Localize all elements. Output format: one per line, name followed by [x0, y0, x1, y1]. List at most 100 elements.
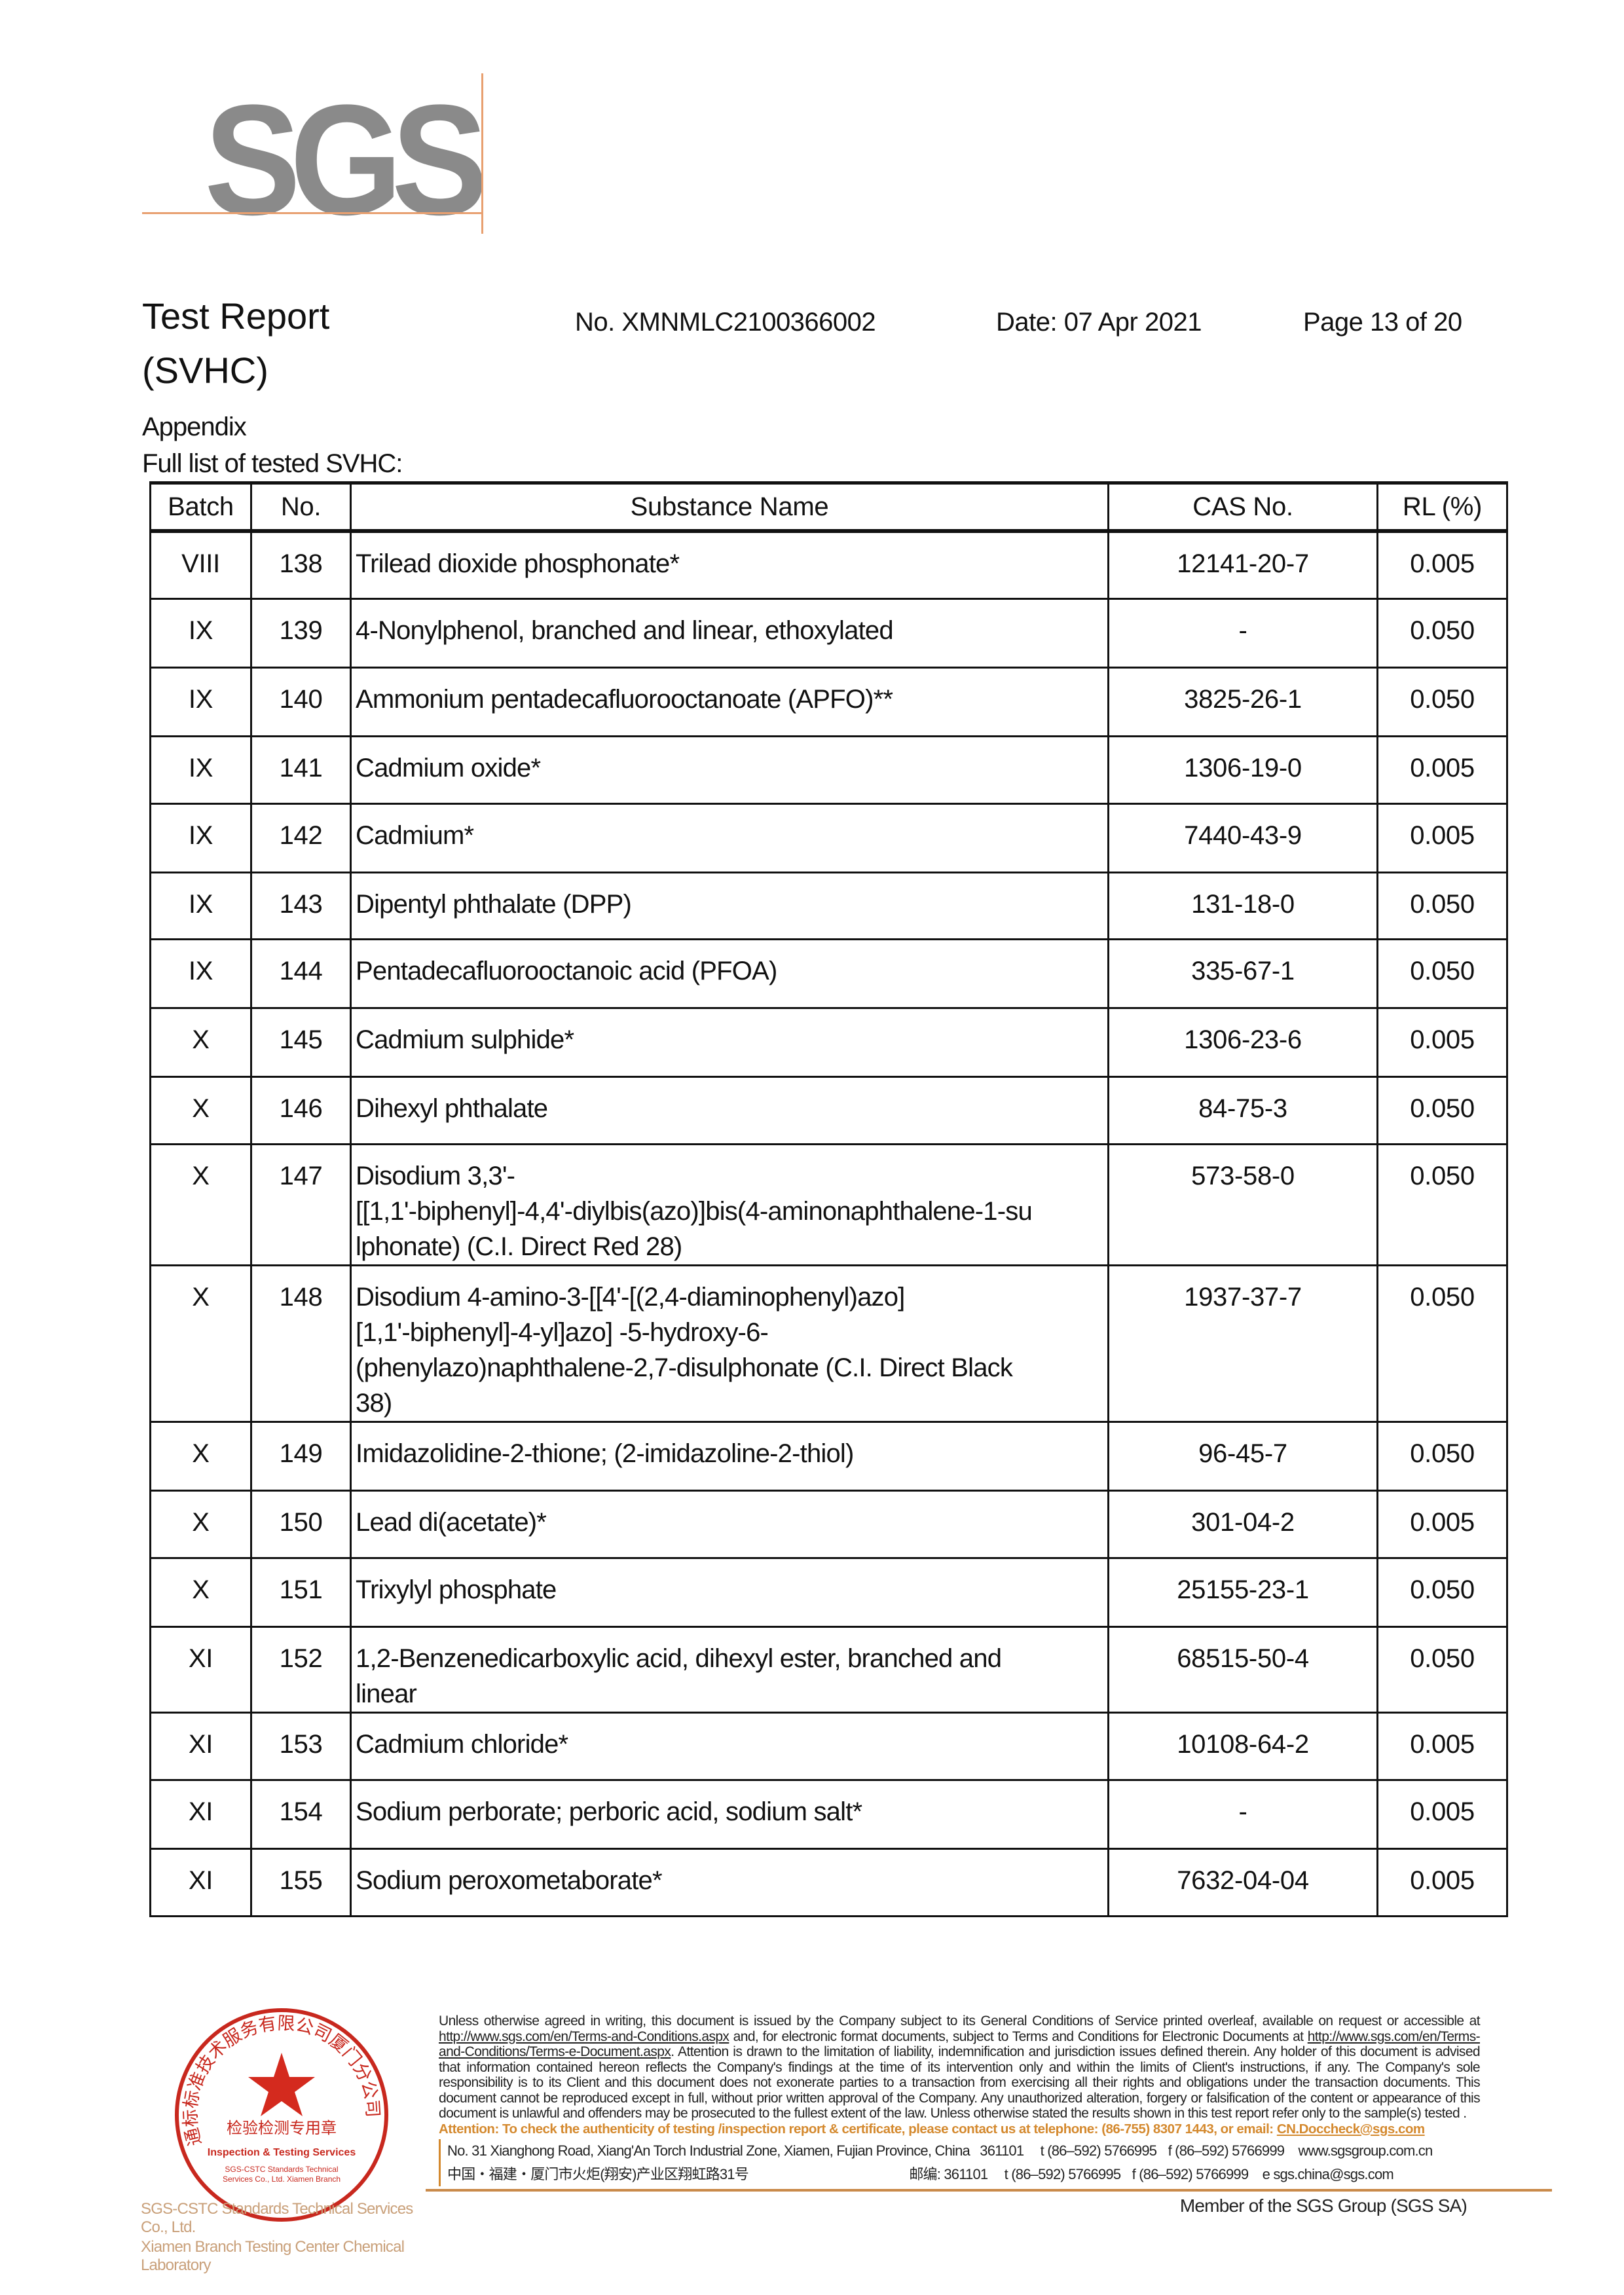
cas-no-cell: 3825-26-1	[1107, 666, 1378, 737]
cas-no-cell: 1937-37-7	[1107, 1264, 1378, 1423]
stamp-center-cn: 检验检测专用章	[227, 2119, 337, 2137]
footer-divider	[426, 2189, 1552, 2192]
table-row: X 150 Lead di(acetate)* 301-04-2 0.005	[149, 1489, 1508, 1559]
batch-cell: X	[149, 1006, 252, 1078]
table-row: IX 144 Pentadecafluorooctanoic acid (PFOA)…	[149, 938, 1508, 1009]
no-cell: 139	[250, 597, 352, 669]
no-cell: 147	[250, 1143, 352, 1266]
rl-cell: 0.050	[1376, 597, 1508, 669]
postcode-cn: 邮编: 361101	[909, 2166, 988, 2182]
batch-cell: IX	[149, 871, 252, 940]
cas-no-cell: 1306-19-0	[1107, 735, 1378, 805]
sgs-logo-text: SGS	[204, 72, 488, 248]
header-substance-name: Substance Name	[350, 481, 1109, 533]
address-cn: 中国・福建・厦门市火炬(翔安)产业区翔虹路31号	[447, 2166, 749, 2182]
batch-cell: XI	[149, 1778, 252, 1850]
rl-cell: 0.050	[1376, 1420, 1508, 1492]
substance-name-cell: Lead di(acetate)*	[350, 1489, 1109, 1559]
sgs-logo: SGS	[142, 73, 488, 238]
substance-name-cell: Cadmium oxide*	[350, 735, 1109, 805]
list-heading: Full list of tested SVHC:	[142, 449, 403, 478]
no-cell: 152	[250, 1625, 352, 1714]
report-title: Test Report	[142, 295, 330, 337]
substance-name-cell: 1,2-Benzenedicarboxylic acid, dihexyl es…	[350, 1625, 1109, 1714]
batch-cell: X	[149, 1556, 252, 1628]
authenticity-notice: Attention: To check the authenticity of …	[439, 2121, 1480, 2137]
rl-cell: 0.005	[1376, 1847, 1508, 1917]
table-row: X 146 Dihexyl phthalate 84-75-3 0.050	[149, 1075, 1508, 1145]
rl-cell: 0.005	[1376, 735, 1508, 805]
cas-no-cell: 68515-50-4	[1107, 1625, 1378, 1714]
no-cell: 145	[250, 1006, 352, 1078]
substance-name-cell: Disodium 3,3'- [[1,1'-biphenyl]-4,4'-diy…	[350, 1143, 1109, 1266]
rl-cell: 0.005	[1376, 802, 1508, 873]
rl-cell: 0.050	[1376, 1556, 1508, 1628]
report-number: No. XMNMLC2100366002	[575, 308, 876, 337]
no-cell: 140	[250, 666, 352, 737]
doccheck-email-link[interactable]: CN.Doccheck@sgs.com	[1276, 2121, 1425, 2137]
substance-name-cell: Cadmium sulphide*	[350, 1006, 1109, 1078]
header-batch: Batch	[149, 481, 252, 533]
member-of-sgs-group: Member of the SGS Group (SGS SA)	[1179, 2195, 1467, 2216]
no-cell: 142	[250, 802, 352, 873]
no-cell: 149	[250, 1420, 352, 1492]
website: www.sgsgroup.com.cn	[1298, 2142, 1433, 2159]
attention-text: Attention: To check the authenticity of …	[439, 2121, 1277, 2137]
footer-disclaimer: Unless otherwise agreed in writing, this…	[439, 2013, 1481, 2121]
batch-cell: X	[149, 1075, 252, 1145]
cas-no-cell: -	[1107, 1778, 1378, 1850]
batch-cell: X	[149, 1489, 252, 1559]
email: e sgs.china@sgs.com	[1262, 2166, 1394, 2182]
substance-name-cell: Sodium peroxometaborate*	[350, 1847, 1109, 1917]
batch-cell: X	[149, 1264, 252, 1423]
no-cell: 155	[250, 1847, 352, 1917]
address-line-cn: 中国・福建・厦门市火炬(翔安)产业区翔虹路31号 邮编: 361101 t (8…	[439, 2163, 1480, 2186]
substance-name-cell: Ammonium pentadecafluorooctanoate (APFO)…	[350, 666, 1109, 737]
no-cell: 148	[250, 1264, 352, 1423]
rl-cell: 0.050	[1376, 1075, 1508, 1145]
rl-cell: 0.050	[1376, 938, 1508, 1009]
no-cell: 143	[250, 871, 352, 940]
substance-name-cell: 4-Nonylphenol, branched and linear, etho…	[350, 597, 1109, 669]
substance-name-cell: Dipentyl phthalate (DPP)	[350, 871, 1109, 940]
cas-no-cell: 335-67-1	[1107, 938, 1378, 1009]
logo-rule-vertical	[481, 73, 483, 234]
header-cas-no: CAS No.	[1107, 481, 1378, 533]
e-document-terms-link[interactable]: http://www.sgs.com/en/Terms-and-Conditio…	[439, 2029, 1481, 2060]
address-en: No. 31 Xianghong Road, Xiang'An Torch In…	[447, 2142, 970, 2159]
rl-cell: 0.005	[1376, 1006, 1508, 1078]
page-number: Page 13 of 20	[1303, 308, 1462, 337]
stamp-center-en: Inspection & Testing Services	[207, 2147, 356, 2158]
cas-no-cell: 25155-23-1	[1107, 1556, 1378, 1628]
table-row: IX 142 Cadmium* 7440-43-9 0.005	[149, 802, 1508, 873]
table-row: XI 154 Sodium perborate; perboric acid, so…	[149, 1778, 1508, 1850]
rl-cell: 0.005	[1376, 1778, 1508, 1850]
disclaimer-part: and, for electronic format documents, su…	[729, 2029, 1308, 2044]
table-row: IX 139 4-Nonylphenol, branched and linear,…	[149, 597, 1508, 669]
no-cell: 153	[250, 1711, 352, 1781]
rl-cell: 0.050	[1376, 1143, 1508, 1266]
star-icon	[248, 2053, 315, 2116]
table-row: VIII 138 Trilead dioxide phosphonate* 12141…	[149, 530, 1508, 600]
no-cell: 146	[250, 1075, 352, 1145]
rl-cell: 0.050	[1376, 1625, 1508, 1714]
address-line-en: No. 31 Xianghong Road, Xiang'An Torch In…	[439, 2139, 1480, 2163]
no-cell: 150	[250, 1489, 352, 1559]
batch-cell: XI	[149, 1625, 252, 1714]
substance-name-cell: Trilead dioxide phosphonate*	[350, 530, 1109, 600]
cas-no-cell: 7632-04-04	[1107, 1847, 1378, 1917]
stamp-seal-icon: 通标标准技术服务有限公司厦门分公司	[175, 2008, 388, 2222]
rl-cell: 0.050	[1376, 1264, 1508, 1423]
rl-cell: 0.050	[1376, 666, 1508, 737]
header-no: No.	[250, 481, 352, 533]
footer: Unless otherwise agreed in writing, this…	[426, 2013, 1552, 2216]
substance-name-cell: Cadmium chloride*	[350, 1711, 1109, 1781]
terms-link[interactable]: http://www.sgs.com/en/Terms-and-Conditio…	[439, 2029, 729, 2044]
substance-name-cell: Sodium perborate; perboric acid, sodium …	[350, 1778, 1109, 1850]
logo-rule	[142, 212, 483, 214]
cas-no-cell: 131-18-0	[1107, 871, 1378, 940]
batch-cell: IX	[149, 666, 252, 737]
fax: f (86–592) 5766999	[1168, 2142, 1285, 2159]
no-cell: 144	[250, 938, 352, 1009]
substance-name-cell: Dihexyl phthalate	[350, 1075, 1109, 1145]
